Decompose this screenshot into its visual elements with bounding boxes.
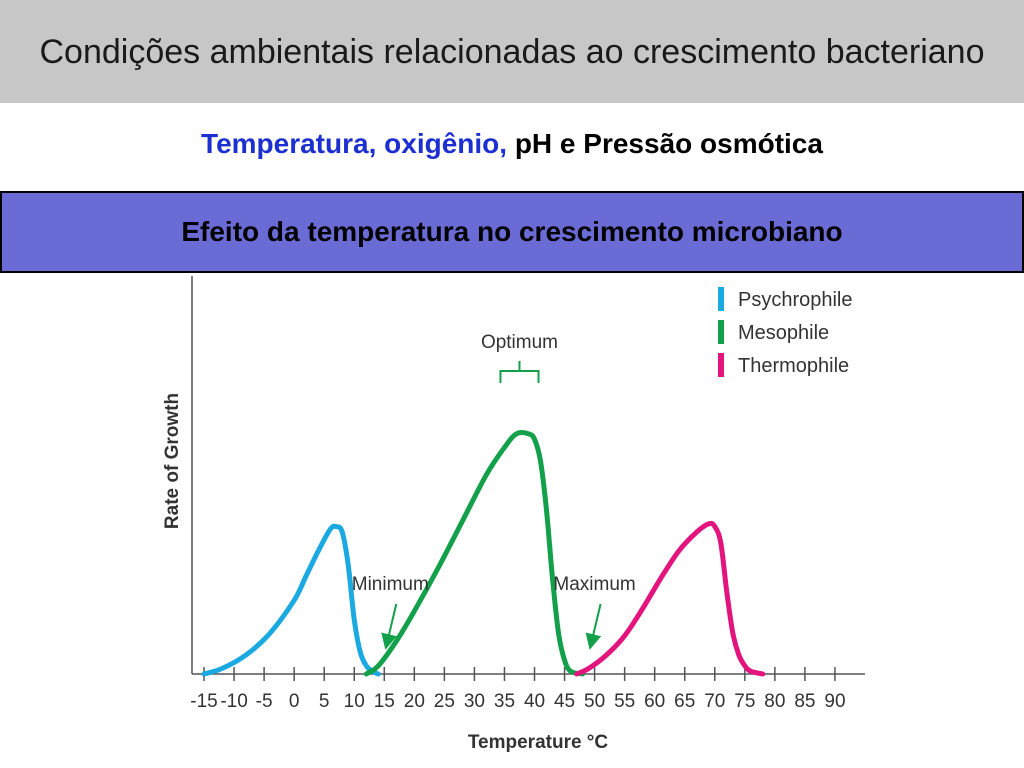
x-tick-label: 80 xyxy=(764,691,785,712)
subtitle-rest: pH e Pressão osmótica xyxy=(507,128,823,159)
slide-title: Condições ambientais relacionadas ao cre… xyxy=(39,32,985,71)
x-tick-label: 30 xyxy=(464,691,485,712)
x-tick-label: 50 xyxy=(584,691,605,712)
x-tick-label: 15 xyxy=(374,691,395,712)
annotation-maximum-arrow xyxy=(585,603,602,650)
x-tick-label: 10 xyxy=(344,691,365,712)
x-tick-label: 70 xyxy=(704,691,725,712)
x-tick-label: 90 xyxy=(824,691,845,712)
legend-label-thermophile: Thermophile xyxy=(738,355,849,377)
x-tick-label: 65 xyxy=(674,691,695,712)
annotation-maximum: Maximum xyxy=(553,574,635,595)
legend-swatch-psychrophile xyxy=(718,287,724,311)
x-axis-label: Temperature °C xyxy=(468,732,609,753)
x-tick-label: 40 xyxy=(524,691,545,712)
section-banner: Efeito da temperatura no crescimento mic… xyxy=(0,191,1024,273)
annotation-optimum: Optimum xyxy=(481,332,558,353)
legend-swatch-mesophile xyxy=(718,320,724,344)
x-axis-ticks: -15 -10 -5 0 5 10 15 20 25 30 35 40 45 50 55 60 65 70 75 80… xyxy=(190,667,846,712)
x-tick-label: -10 xyxy=(220,691,247,712)
legend-label-mesophile: Mesophile xyxy=(738,322,829,344)
slide-subtitle: Temperatura, oxigênio, pH e Pressão osmó… xyxy=(0,126,1024,162)
subtitle-highlight: Temperatura, oxigênio, xyxy=(201,128,508,159)
annotation-minimum-arrow xyxy=(381,603,398,650)
x-tick-label: 5 xyxy=(319,691,330,712)
annotation-minimum: Minimum xyxy=(352,574,429,595)
x-tick-label: 35 xyxy=(494,691,515,712)
x-tick-label: 55 xyxy=(614,691,635,712)
temperature-growth-chart: -15 -10 -5 0 5 10 15 20 25 30 35 40 45 50 55 60 65 70 75 80… xyxy=(162,276,865,753)
optimum-bracket xyxy=(499,361,540,383)
legend-label-psychrophile: Psychrophile xyxy=(738,289,853,311)
x-tick-label: 25 xyxy=(434,691,455,712)
title-bar: Condições ambientais relacionadas ao cre… xyxy=(0,0,1024,103)
chart-annotations: Optimum Minimum Maximum xyxy=(352,332,636,650)
x-tick-label: 60 xyxy=(644,691,665,712)
series-mesophile-line xyxy=(363,430,586,677)
y-axis-label: Rate of Growth xyxy=(162,393,183,529)
banner-text: Efeito da temperatura no crescimento mic… xyxy=(181,216,843,247)
series-thermophile-line xyxy=(574,520,766,677)
chart-series xyxy=(201,430,766,677)
x-tick-label: -5 xyxy=(256,691,273,712)
legend-swatch-thermophile xyxy=(718,353,724,377)
x-tick-label: 20 xyxy=(404,691,425,712)
x-tick-label: -15 xyxy=(190,691,217,712)
series-psychrophile-line xyxy=(201,523,381,677)
chart-legend: Psychrophile Mesophile Thermophile xyxy=(718,287,853,377)
x-tick-label: 85 xyxy=(794,691,815,712)
x-tick-label: 75 xyxy=(734,691,755,712)
x-tick-label: 45 xyxy=(554,691,575,712)
x-tick-label: 0 xyxy=(289,691,300,712)
